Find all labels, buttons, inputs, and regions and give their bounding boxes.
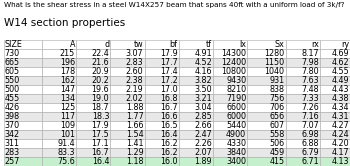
Text: W14 section properties: W14 section properties xyxy=(4,18,125,28)
Text: What is the shear stress in a steel W14X257 beam that spans 40ft with a uniform : What is the shear stress in a steel W14X… xyxy=(4,2,344,8)
